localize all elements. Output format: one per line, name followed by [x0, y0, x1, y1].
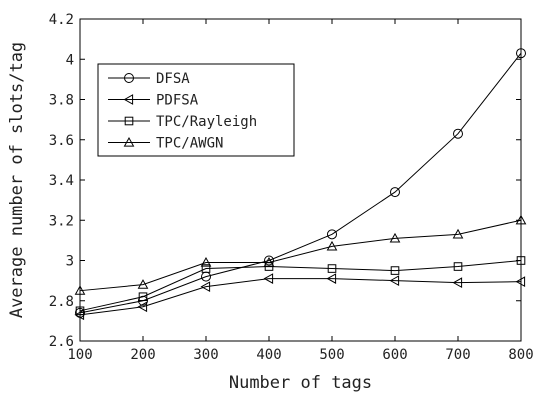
- data-point: [264, 255, 274, 266]
- data-point: [137, 301, 148, 313]
- series-line: [79, 278, 522, 316]
- data-point: [137, 279, 149, 289]
- data-point: [201, 264, 211, 273]
- data-point: [453, 128, 463, 139]
- legend-entry: TPC/Rayleigh: [108, 114, 257, 130]
- legend-label: PDFSA: [156, 93, 199, 109]
- data-point: [327, 229, 337, 240]
- legend: DFSA PDFSA TPC/Rayleigh TPC/AWGN: [97, 63, 295, 157]
- x-axis-label: Number of tags: [229, 373, 372, 393]
- series-tpc-rayleigh: [75, 256, 526, 316]
- legend-label: TPC/AWGN: [156, 136, 223, 152]
- legend-entry: TPC/AWGN: [108, 136, 223, 152]
- data-point: [200, 256, 212, 267]
- x-tick-label: 700: [445, 347, 470, 363]
- x-tick-label: 800: [508, 347, 533, 363]
- y-tick-label: 3.2: [49, 213, 74, 229]
- x-tick-label: 500: [319, 347, 344, 363]
- data-point: [389, 232, 401, 243]
- data-point: [263, 256, 275, 267]
- y-tick-label: 3.6: [49, 133, 74, 149]
- data-point: [326, 273, 337, 284]
- data-point: [75, 306, 85, 316]
- x-tick-label: 400: [256, 347, 281, 363]
- series-line: [79, 52, 522, 314]
- data-point: [516, 48, 526, 59]
- data-point: [200, 281, 211, 293]
- series-line: [79, 219, 522, 292]
- y-tick-label: 3: [66, 254, 74, 270]
- x-tick-label: 100: [67, 347, 92, 363]
- data-point: [74, 285, 86, 295]
- data-point: [389, 275, 400, 286]
- data-point: [453, 262, 463, 271]
- legend-entry: PDFSA: [108, 93, 199, 109]
- legend-marker: [124, 116, 134, 126]
- y-tick-label: 4: [66, 52, 74, 68]
- legend-marker: [123, 136, 135, 147]
- legend-marker: [123, 94, 134, 105]
- data-point: [327, 264, 337, 273]
- series-line: [79, 260, 522, 312]
- x-tick-label: 300: [193, 347, 218, 363]
- series-layer: [74, 48, 527, 321]
- y-tick-label: 2.8: [49, 294, 74, 310]
- data-point: [515, 276, 526, 287]
- legend-label: DFSA: [156, 71, 190, 87]
- y-tick-label: 4.2: [49, 12, 74, 28]
- legend-label: TPC/Rayleigh: [156, 114, 257, 130]
- legend-marker: [124, 73, 134, 83]
- data-point: [326, 240, 338, 251]
- series-tpc-awgn: [74, 214, 527, 295]
- x-tick-label: 200: [130, 347, 155, 363]
- legend-entry: DFSA: [108, 71, 190, 87]
- y-axis-label: Average number of slots/tag: [7, 42, 27, 318]
- data-point: [515, 214, 527, 225]
- data-point: [390, 266, 400, 275]
- y-tick-label: 3.4: [49, 173, 74, 189]
- x-tick-label: 600: [382, 347, 407, 363]
- data-point: [263, 273, 274, 284]
- data-point: [516, 256, 526, 265]
- axis-ticks: 100 200 300 400 500 600 700 800 2.6 2.8 3 3.2 3.4 3.6…: [49, 12, 534, 363]
- y-tick-label: 2.6: [49, 334, 74, 350]
- y-tick-label: 3.8: [49, 93, 74, 109]
- data-point: [390, 187, 400, 198]
- data-point: [452, 228, 464, 239]
- series-pdfsa: [74, 273, 526, 321]
- data-point: [452, 277, 463, 288]
- data-point: [138, 292, 148, 302]
